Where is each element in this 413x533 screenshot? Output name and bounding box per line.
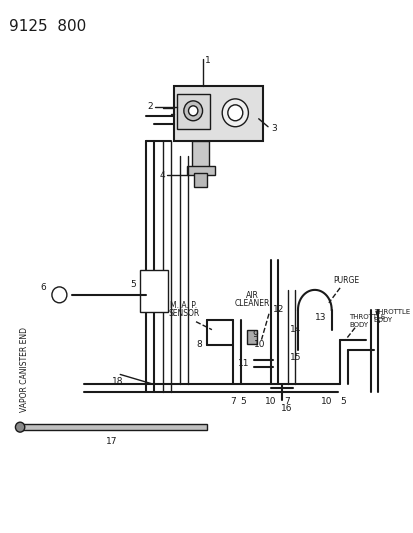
Circle shape xyxy=(52,287,67,303)
Text: 4: 4 xyxy=(159,171,165,180)
Text: BODY: BODY xyxy=(373,317,392,322)
Circle shape xyxy=(222,99,248,127)
Text: 11: 11 xyxy=(237,359,249,368)
Circle shape xyxy=(183,101,202,121)
Text: AIR: AIR xyxy=(245,291,258,300)
Text: 8: 8 xyxy=(196,340,202,349)
Text: 7: 7 xyxy=(283,397,289,406)
Text: 18: 18 xyxy=(112,377,123,386)
Text: 6: 6 xyxy=(40,284,46,293)
Text: 7: 7 xyxy=(230,397,236,406)
Circle shape xyxy=(227,105,242,121)
Circle shape xyxy=(188,106,197,116)
Text: 13: 13 xyxy=(314,313,325,322)
Text: 10: 10 xyxy=(264,397,276,406)
Text: VAPOR CANISTER END: VAPOR CANISTER END xyxy=(20,327,29,412)
Text: THROTTLE: THROTTLE xyxy=(349,314,385,320)
Circle shape xyxy=(15,422,25,432)
Bar xyxy=(177,94,209,129)
Text: THROTTLE: THROTTLE xyxy=(373,309,409,315)
Text: BODY: BODY xyxy=(349,322,368,328)
Bar xyxy=(20,424,207,430)
Text: 15: 15 xyxy=(289,353,300,362)
Text: PURGE: PURGE xyxy=(333,276,359,285)
Text: 3: 3 xyxy=(270,124,276,133)
Bar xyxy=(140,270,168,312)
Text: CLEANER: CLEANER xyxy=(234,299,269,308)
Text: 9125  800: 9125 800 xyxy=(9,19,86,34)
Bar xyxy=(194,173,207,188)
Bar xyxy=(174,86,263,141)
Text: M. A. P.: M. A. P. xyxy=(170,301,197,310)
Bar xyxy=(192,141,209,168)
Text: 16: 16 xyxy=(280,404,292,413)
Bar xyxy=(247,330,256,344)
Text: 5: 5 xyxy=(240,397,245,406)
Text: 5: 5 xyxy=(130,280,136,289)
Text: 5: 5 xyxy=(339,397,345,406)
Text: 2: 2 xyxy=(147,102,152,111)
Text: 10: 10 xyxy=(320,397,332,406)
Text: 9: 9 xyxy=(252,330,257,339)
Text: 12: 12 xyxy=(272,305,283,314)
Text: 10: 10 xyxy=(254,340,265,349)
Text: 14: 14 xyxy=(289,325,300,334)
Text: SENSOR: SENSOR xyxy=(168,309,199,318)
Bar xyxy=(186,166,214,175)
Text: 17: 17 xyxy=(106,437,117,446)
Text: 1: 1 xyxy=(205,56,211,65)
